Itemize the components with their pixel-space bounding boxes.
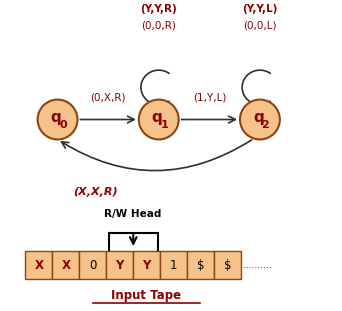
Text: 0: 0 [59, 120, 67, 130]
Text: (0,0,R): (0,0,R) [141, 21, 176, 30]
Text: (1,Y,L): (1,Y,L) [193, 93, 226, 103]
Text: $: $ [197, 259, 205, 272]
Text: R/W Head: R/W Head [104, 209, 161, 219]
Bar [187, 251, 214, 279]
Circle shape [240, 100, 280, 139]
Text: Y: Y [116, 259, 124, 272]
Text: 1: 1 [170, 259, 177, 272]
Circle shape [38, 100, 78, 139]
Text: X: X [34, 259, 43, 272]
Text: Input Tape: Input Tape [111, 289, 182, 302]
Bar [160, 251, 187, 279]
Text: 1: 1 [160, 120, 168, 130]
Bar [106, 251, 133, 279]
Bar [79, 251, 106, 279]
Text: 0: 0 [89, 259, 96, 272]
Text: (Y,Y,R): (Y,Y,R) [140, 4, 177, 14]
Text: $: $ [224, 259, 232, 272]
Text: ..........: .......... [243, 261, 272, 270]
Bar [25, 251, 52, 279]
FancyArrowPatch shape [62, 140, 252, 171]
Bar [52, 251, 79, 279]
Text: q: q [253, 109, 264, 125]
Bar [214, 251, 241, 279]
Text: Y: Y [143, 259, 151, 272]
Text: X: X [61, 259, 70, 272]
Text: (Y,Y,L): (Y,Y,L) [242, 4, 278, 14]
Text: (X,X,R): (X,X,R) [74, 187, 118, 197]
Bar [133, 251, 160, 279]
Text: q: q [152, 109, 162, 125]
Text: q: q [51, 109, 62, 125]
Text: (0,0,L): (0,0,L) [243, 21, 277, 30]
Text: 2: 2 [262, 120, 269, 130]
Text: (0,X,R): (0,X,R) [90, 93, 126, 103]
Circle shape [139, 100, 179, 139]
